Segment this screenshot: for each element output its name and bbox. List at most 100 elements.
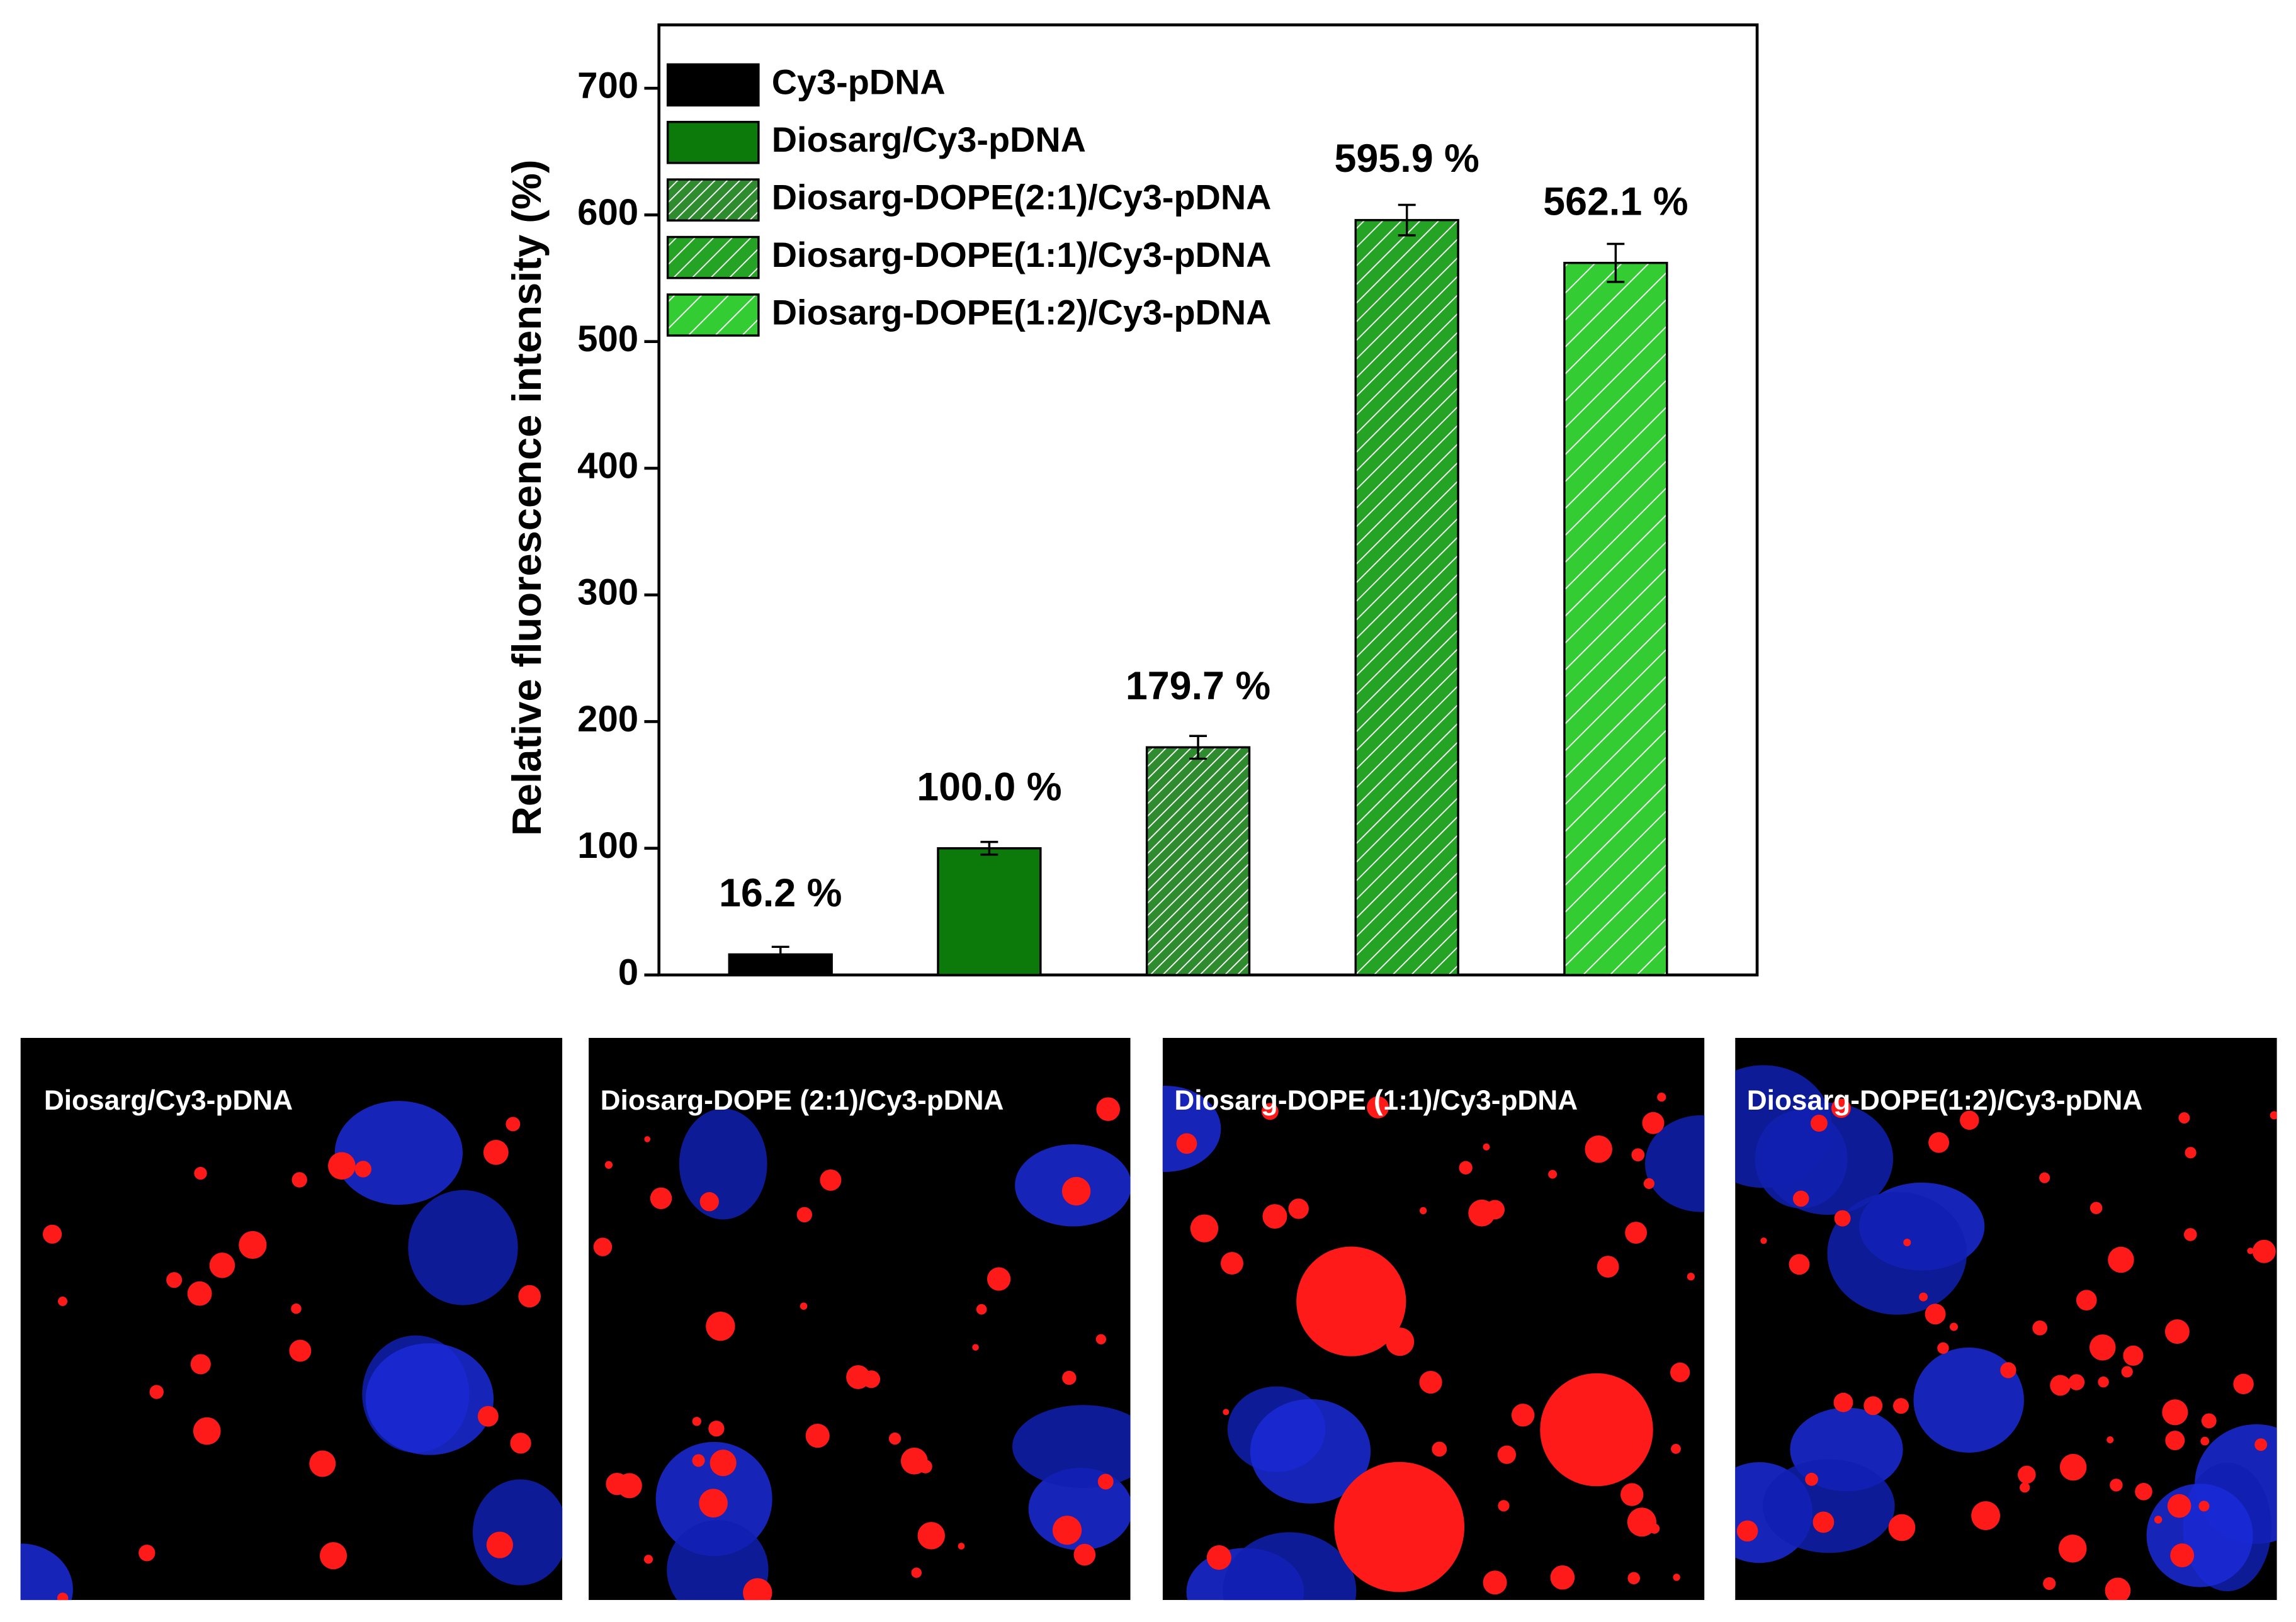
cy3-signal	[1223, 1409, 1230, 1416]
y-tick-label: 500	[577, 318, 638, 359]
cy3-signal	[1176, 1133, 1197, 1154]
cy3-signal	[2020, 1482, 2030, 1493]
cy3-signal	[289, 1339, 312, 1362]
cy3-signal	[1949, 1322, 1958, 1331]
cy3-signal	[976, 1304, 987, 1315]
cy3-signal	[166, 1272, 183, 1288]
nucleus	[1913, 1347, 2024, 1453]
cy3-signal	[708, 1421, 725, 1437]
cy3-signal	[1643, 1178, 1655, 1190]
cy3-signal	[1671, 1444, 1681, 1454]
cy3-signal	[1393, 1290, 1403, 1301]
cy3-signal	[2170, 1543, 2195, 1568]
cy3-signal	[1687, 1273, 1695, 1281]
cy3-signal	[2154, 1516, 2163, 1524]
nucleus	[408, 1190, 518, 1305]
cy3-signal	[1789, 1254, 1810, 1275]
cy3-signal	[2070, 1473, 2077, 1480]
bar	[937, 847, 1042, 976]
nucleus	[20, 1543, 73, 1601]
cy3-signal	[328, 1152, 356, 1180]
cy3-signal	[2252, 1239, 2276, 1263]
cy3-signal	[1833, 1392, 1853, 1412]
nucleus	[472, 1479, 563, 1585]
cy3-signal	[2233, 1373, 2254, 1395]
cy3-signal	[1296, 1246, 1406, 1356]
bar	[728, 953, 833, 976]
cy3-signal	[1221, 1252, 1243, 1275]
cy3-signal	[1649, 1523, 1660, 1534]
cy3-signal	[1459, 1161, 1473, 1174]
micrograph-background	[20, 1038, 563, 1601]
cy3-signal	[2050, 1375, 2071, 1396]
cy3-signal	[2270, 1111, 2277, 1120]
legend-label: Cy3-pDNA	[772, 62, 946, 102]
cy3-signal	[2165, 1431, 2185, 1451]
cy3-signal	[1657, 1092, 1666, 1102]
cy3-signal	[593, 1237, 613, 1256]
cy3-signal	[1620, 1483, 1644, 1506]
cy3-signal	[2018, 1465, 2036, 1484]
cy3-signal	[1627, 1572, 1641, 1585]
cy3-signal	[1497, 1445, 1516, 1464]
nucleus	[365, 1343, 494, 1455]
value-label: 562.1 %	[1543, 179, 1688, 223]
legend-swatch	[666, 120, 760, 164]
cy3-signal	[1903, 1238, 1911, 1247]
cy3-signal	[699, 1192, 719, 1212]
cy3-signal	[2185, 1147, 2197, 1159]
y-tick-label: 100	[577, 825, 638, 866]
cy3-signal	[1919, 1292, 1928, 1302]
bar	[1354, 218, 1459, 976]
cy3-signal	[1190, 1214, 1219, 1242]
nucleus	[679, 1108, 767, 1220]
cy3-signal	[2121, 1366, 2133, 1378]
cy3-signal	[506, 1117, 521, 1132]
cy3-signal	[1419, 1370, 1442, 1394]
y-tick-label: 0	[618, 952, 638, 993]
cy3-signal	[57, 1592, 69, 1601]
cy3-signal	[2039, 1172, 2050, 1183]
cy3-signal	[1386, 1327, 1415, 1356]
micrograph: Diosarg-DOPE (1:1)/Cy3-pDNA	[1162, 1038, 1705, 1601]
cy3-signal	[1288, 1198, 1309, 1219]
cy3-signal	[1834, 1210, 1851, 1227]
cy3-signal	[987, 1267, 1011, 1291]
cy3-signal	[1805, 1472, 1818, 1486]
cy3-signal	[194, 1166, 207, 1180]
cy3-signal	[2164, 1319, 2190, 1344]
legend-label: Diosarg-DOPE(2:1)/Cy3-pDNA	[772, 177, 1272, 217]
error-bar	[980, 840, 998, 856]
cy3-signal	[2247, 1247, 2254, 1254]
cy3-signal	[309, 1450, 336, 1477]
cy3-signal	[2107, 1436, 2114, 1443]
cy3-signal	[1393, 1526, 1413, 1545]
cy3-signal	[706, 1312, 735, 1341]
cy3-signal	[643, 1555, 653, 1564]
cy3-signal	[2162, 1399, 2188, 1426]
cy3-signal	[2167, 1494, 2191, 1518]
cy3-signal	[1550, 1565, 1575, 1590]
cy3-signal	[1625, 1222, 1648, 1244]
cy3-signal	[644, 1136, 651, 1142]
cy3-signal	[800, 1302, 808, 1310]
cy3-signal	[1096, 1097, 1121, 1122]
cy3-signal	[1736, 1520, 1758, 1542]
nucleus	[667, 1520, 769, 1601]
cy3-signal	[2076, 1290, 2097, 1311]
error-bar	[1607, 242, 1625, 283]
cy3-signal	[1367, 1096, 1389, 1118]
nucleus	[1250, 1399, 1371, 1504]
cy3-signal	[1483, 1570, 1507, 1595]
error-bar	[1398, 203, 1416, 237]
cy3-signal	[2123, 1345, 2144, 1366]
cy3-signal	[2178, 1112, 2190, 1124]
cy3-signal	[1540, 1373, 1653, 1487]
cy3-signal	[58, 1296, 68, 1307]
cy3-signal	[291, 1303, 302, 1314]
legend-swatch	[666, 63, 760, 107]
cy3-signal	[149, 1385, 164, 1399]
nucleus	[1827, 1191, 1967, 1315]
cy3-signal	[1426, 1502, 1442, 1519]
